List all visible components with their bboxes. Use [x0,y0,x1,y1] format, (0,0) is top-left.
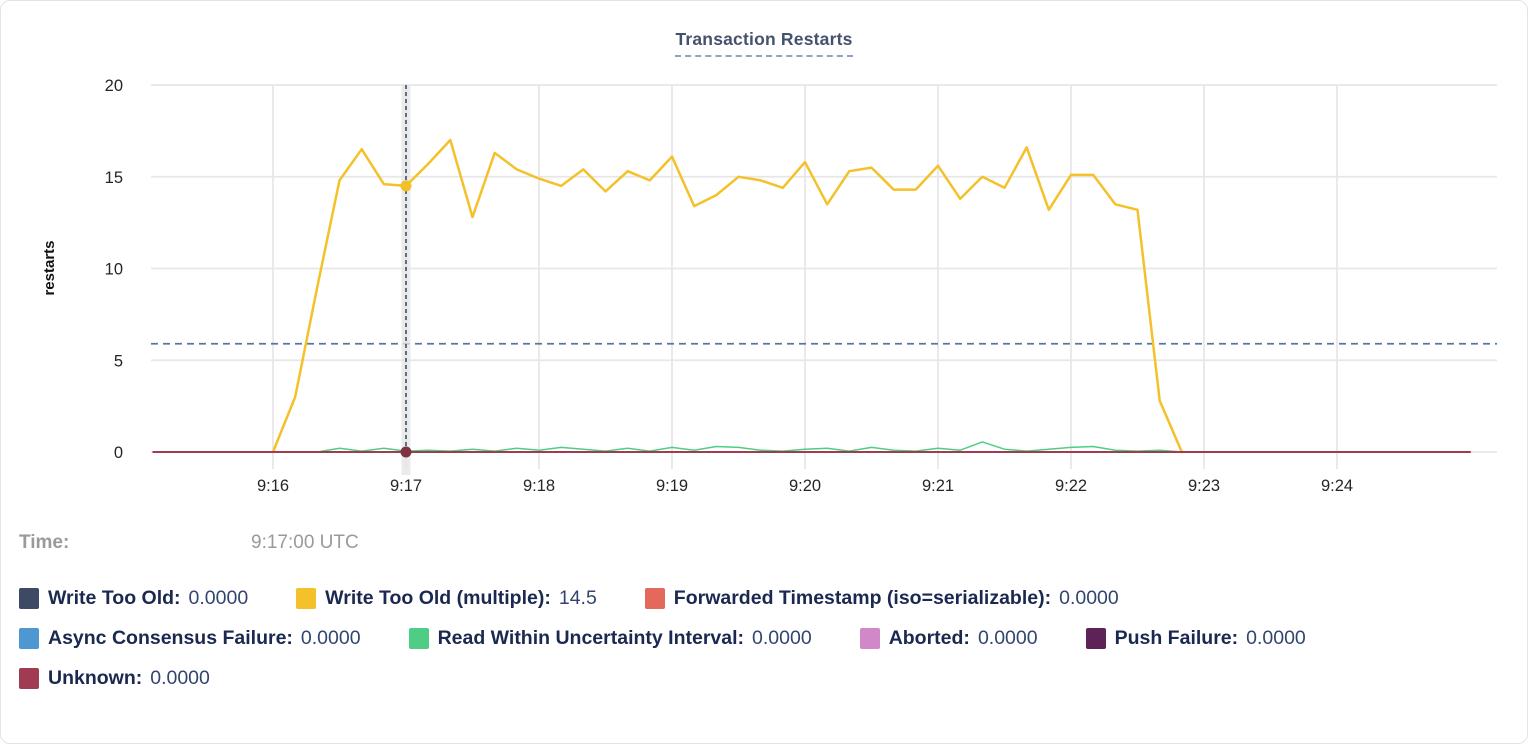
legend-value: 0.0000 [188,587,249,609]
legend-swatch-unknown [19,668,39,689]
legend-item-write-too-old: Write Too Old: 0.0000 [19,587,248,610]
cursor-dot-unknown [400,446,412,458]
x-tick-label: 9:20 [789,477,821,495]
legend-label: Write Too Old: [48,587,181,609]
x-tick-label: 9:24 [1321,477,1353,495]
legend-value: 0.0000 [1246,627,1306,649]
legend-value: 0.0000 [300,627,361,649]
legend-row: Unknown: 0.0000 [19,667,1513,690]
legend-swatch-async-consensus-failure [19,628,39,649]
legend-item-async-consensus-failure: Async Consensus Failure: 0.0000 [19,627,361,650]
legend-row: Write Too Old: 0.0000 Write Too Old (multi… [19,587,1513,610]
chart-title[interactable]: Transaction Restarts [675,29,853,57]
x-tick-label: 9:16 [257,477,289,495]
cursor-time-value: 9:17:00 UTC [251,532,359,553]
cursor-time-row: Time: 9:17:00 UTC [19,532,359,554]
legend-swatch-write-too-old-multiple [296,588,317,609]
cursor-time-label: Time: [19,532,70,553]
legend-swatch-write-too-old [19,588,39,609]
legend-item-read-within-uncertainty-interval: Read Within Uncertainty Interval: 0.0000 [408,627,812,650]
y-tick-label: 5 [114,352,123,370]
legend-label: Unknown: [48,667,143,689]
y-tick-label: 20 [105,77,123,95]
chart-header: Transaction Restarts [1,29,1527,57]
x-tick-label: 9:22 [1055,477,1087,495]
legend-row: Async Consensus Failure: 0.0000 Read Withi… [19,627,1513,650]
cursor-dot-write-too-old-multiple [400,180,412,192]
y-tick-label: 10 [105,261,123,279]
y-tick-label: 0 [114,444,123,462]
legend-label: Write Too Old (multiple): [325,587,551,609]
x-tick-label: 9:23 [1188,477,1220,495]
legend-swatch-aborted [859,628,880,649]
x-tick-label: 9:17 [390,477,422,495]
x-tick-label: 9:19 [656,477,688,495]
legend-value: 14.5 [558,587,597,609]
legend-label: Push Failure: [1114,627,1239,649]
legend-value: 0.0000 [150,667,210,689]
legend-item-write-too-old-multiple: Write Too Old (multiple): 14.5 [296,587,597,610]
legend-swatch-read-within-uncertainty-interval [408,628,429,649]
series-line-write-too-old-multiple [271,138,1184,454]
legend-swatch-forwarded-timestamp-iso-serializable [644,588,665,609]
legend-item-push-failure: Push Failure: 0.0000 [1085,627,1306,650]
legend-label: Forwarded Timestamp (iso=serializable): [673,587,1052,609]
legend-label: Async Consensus Failure: [48,627,293,649]
chart-plot-area[interactable]: 0 5 10 15 20 9:16 9:17 9:18 9:19 9:20 9:21 9:22 9:23… [1,1,1528,513]
x-tick-label: 9:18 [523,477,555,495]
legend-value: 0.0000 [752,627,812,649]
y-tick-label: 15 [105,169,123,187]
hover-band [401,85,411,475]
legend-value: 0.0000 [977,627,1038,649]
x-tick-label: 9:21 [922,477,954,495]
legend-item-aborted: Aborted: 0.0000 [859,627,1038,650]
legend-item-unknown: Unknown: 0.0000 [19,667,210,690]
chart-legend: Write Too Old: 0.0000 Write Too Old (multi… [19,587,1513,690]
legend-swatch-push-failure [1085,628,1106,649]
legend-item-forwarded-timestamp-iso-serializable: Forwarded Timestamp (iso=serializable): 0… [644,587,1119,610]
legend-value: 0.0000 [1059,587,1119,609]
series-line-read-within-uncertainty-interval [316,441,1183,453]
legend-label: Aborted: [888,627,970,649]
legend-label: Read Within Uncertainty Interval: [437,627,745,649]
